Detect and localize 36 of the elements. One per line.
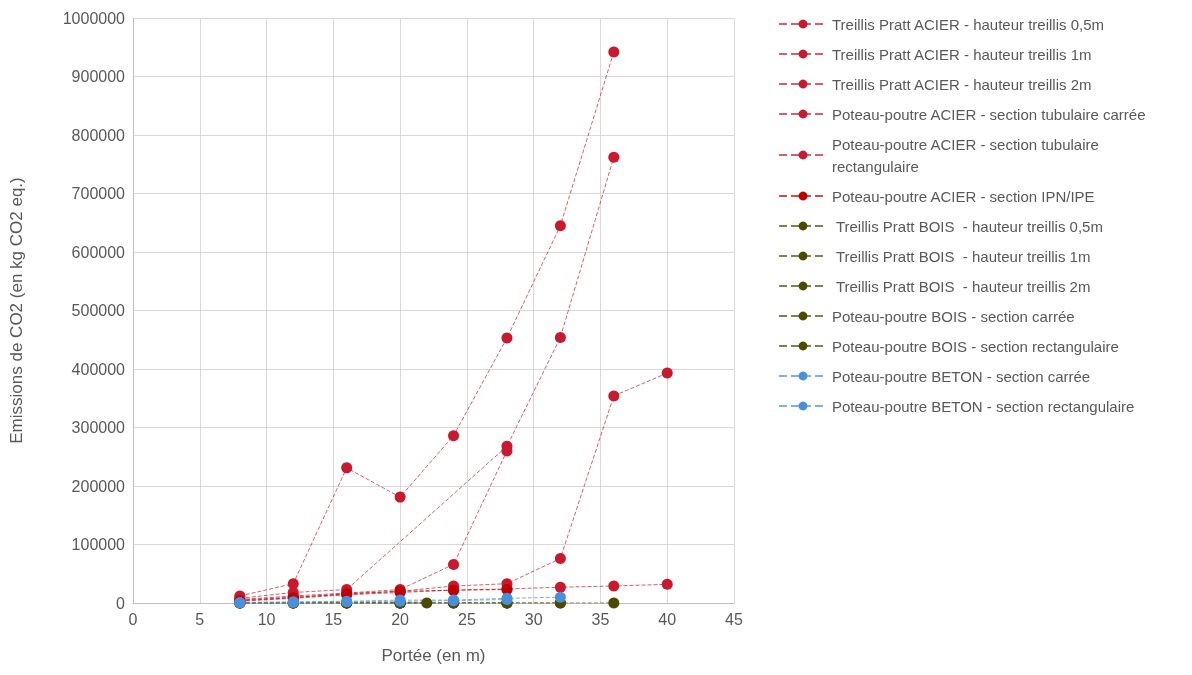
y-tick-label: 300000 — [71, 419, 126, 436]
x-tick-label: 20 — [391, 610, 410, 628]
y-tick-label: 500000 — [71, 302, 126, 319]
y-tick-label: 200000 — [71, 477, 126, 495]
legend-label: Treillis Pratt ACIER - hauteur treillis 1m — [832, 45, 1092, 63]
y-tick-label: 400000 — [71, 360, 126, 378]
legend-label: Treillis Pratt BOIS - hauteur treillis 2m — [832, 277, 1091, 295]
legend-label: Treillis Pratt BOIS - hauteur treillis 1m — [832, 247, 1091, 265]
x-axis-title: Portée (en m) — [381, 646, 486, 665]
x-tick-label: 30 — [524, 610, 543, 628]
x-tick-label: 25 — [457, 610, 476, 628]
legend-label: Treillis Pratt BOIS - hauteur treillis 0,5m — [832, 217, 1103, 235]
x-tick-label: 10 — [257, 610, 276, 628]
legend-label: Treillis Pratt ACIER - hauteur treillis 0,5m — [832, 15, 1105, 33]
legend-label: Poteau-poutre BETON - section carrée — [832, 367, 1091, 385]
x-tick-label: 35 — [591, 610, 610, 628]
y-tick-label: 700000 — [71, 185, 126, 202]
legend-label: Poteau-poutre ACIER - section tubulaire rectangulaire — [832, 135, 1103, 175]
legend-label: Poteau-poutre ACIER - section tubulaire carrée — [832, 105, 1146, 123]
x-tick-label: 45 — [725, 610, 743, 628]
y-tick-label: 100000 — [71, 536, 126, 553]
y-axis-title: Emissions de CO2 (en kg CO2 eq.) — [7, 177, 26, 444]
x-tick-label: 40 — [658, 610, 677, 628]
legend-label: Poteau-poutre BOIS - section rectangulaire — [832, 337, 1119, 355]
legend-label: Poteau-poutre BOIS - section carrée — [832, 307, 1075, 325]
y-tick-label: 1000000 — [62, 9, 126, 27]
x-tick-label: 5 — [195, 610, 205, 628]
x-tick-label: 0 — [128, 610, 138, 628]
legend-label: Poteau-poutre ACIER - section IPN/IPE — [832, 187, 1095, 205]
legend-label: Treillis Pratt ACIER - hauteur treillis 2m — [832, 75, 1092, 93]
y-tick-label: 900000 — [71, 68, 126, 85]
y-tick-label: 0 — [116, 594, 126, 612]
legend-label: Poteau-poutre BETON - section rectangulaire — [832, 397, 1135, 415]
y-tick-label: 800000 — [71, 126, 126, 144]
y-tick-label: 600000 — [71, 243, 126, 261]
x-tick-label: 15 — [324, 610, 343, 628]
